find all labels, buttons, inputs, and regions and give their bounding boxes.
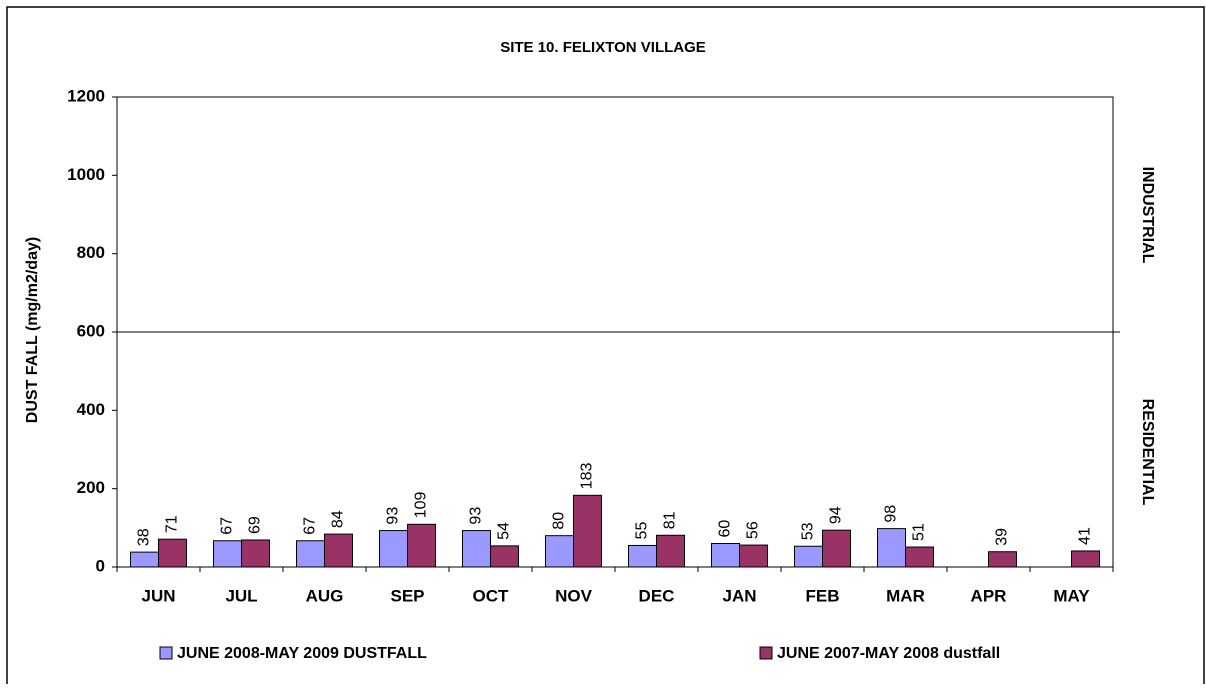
bar (822, 529, 851, 568)
y-tick-label: 400 (77, 400, 105, 419)
bar (296, 540, 325, 568)
bar (407, 523, 436, 568)
data-label: 109 (413, 492, 430, 519)
y-tick-label: 800 (77, 243, 105, 262)
x-tick-label: JUL (225, 586, 257, 605)
legend-swatch (759, 646, 773, 660)
bar (877, 528, 906, 568)
data-label: 60 (717, 520, 734, 538)
data-label: 98 (883, 505, 900, 523)
y-axis-title: DUST FALL (mg/m2/day) (24, 237, 41, 423)
chart-title: SITE 10. FELIXTON VILLAGE (500, 39, 706, 56)
legend-label: JUNE 2007-MAY 2008 dustfall (777, 645, 1000, 662)
bar (130, 551, 159, 568)
bar (988, 551, 1017, 568)
bar (656, 534, 685, 568)
bar (158, 538, 187, 568)
bar (739, 544, 768, 568)
bar (711, 543, 740, 568)
y-tick-label: 0 (96, 556, 105, 575)
data-label: 54 (496, 522, 513, 540)
x-tick-label: OCT (473, 586, 510, 605)
bar (241, 539, 270, 568)
bar (324, 533, 353, 568)
x-tick-label: JAN (722, 586, 756, 605)
y-tick-label: 1200 (67, 86, 105, 105)
bar (905, 546, 934, 568)
data-label: 93 (468, 507, 485, 525)
data-label: 81 (662, 511, 679, 529)
data-label: 41 (1077, 527, 1094, 545)
legend-swatch (159, 646, 173, 660)
y-tick-label: 600 (77, 321, 105, 340)
bar (1071, 550, 1100, 568)
data-label: 53 (800, 522, 817, 540)
data-label: 183 (579, 463, 596, 490)
x-tick-label: MAR (886, 586, 925, 605)
x-tick-label: NOV (555, 586, 593, 605)
data-label: 51 (911, 523, 928, 541)
zone-label: RESIDENTIAL (1139, 399, 1156, 506)
y-tick-label: 200 (77, 478, 105, 497)
bar (545, 535, 574, 568)
data-label: 93 (385, 507, 402, 525)
x-tick-label: MAY (1053, 586, 1090, 605)
bar (213, 540, 242, 568)
data-label: 67 (219, 517, 236, 535)
data-label: 67 (302, 517, 319, 535)
x-tick-label: AUG (306, 586, 344, 605)
data-label: 80 (551, 512, 568, 530)
data-label: 38 (136, 528, 153, 546)
data-label: 84 (330, 510, 347, 528)
data-label: 69 (247, 516, 264, 534)
x-tick-label: SEP (390, 586, 424, 605)
bar (628, 544, 657, 568)
bar (462, 530, 491, 568)
data-label: 56 (745, 521, 762, 539)
bar (573, 494, 602, 568)
x-tick-label: DEC (639, 586, 675, 605)
bar (490, 545, 519, 568)
bar (794, 545, 823, 568)
legend-label: JUNE 2008-MAY 2009 DUSTFALL (177, 645, 427, 662)
x-tick-label: FEB (806, 586, 840, 605)
y-tick-label: 1000 (67, 165, 105, 184)
data-label: 71 (164, 515, 181, 533)
data-label: 39 (994, 528, 1011, 546)
x-tick-label: APR (971, 586, 1007, 605)
bar (379, 530, 408, 568)
chart-border (6, 6, 1205, 688)
data-label: 55 (634, 522, 651, 540)
x-tick-label: JUN (141, 586, 175, 605)
data-label: 94 (828, 506, 845, 524)
zone-label: INDUSTRIAL (1139, 167, 1156, 264)
